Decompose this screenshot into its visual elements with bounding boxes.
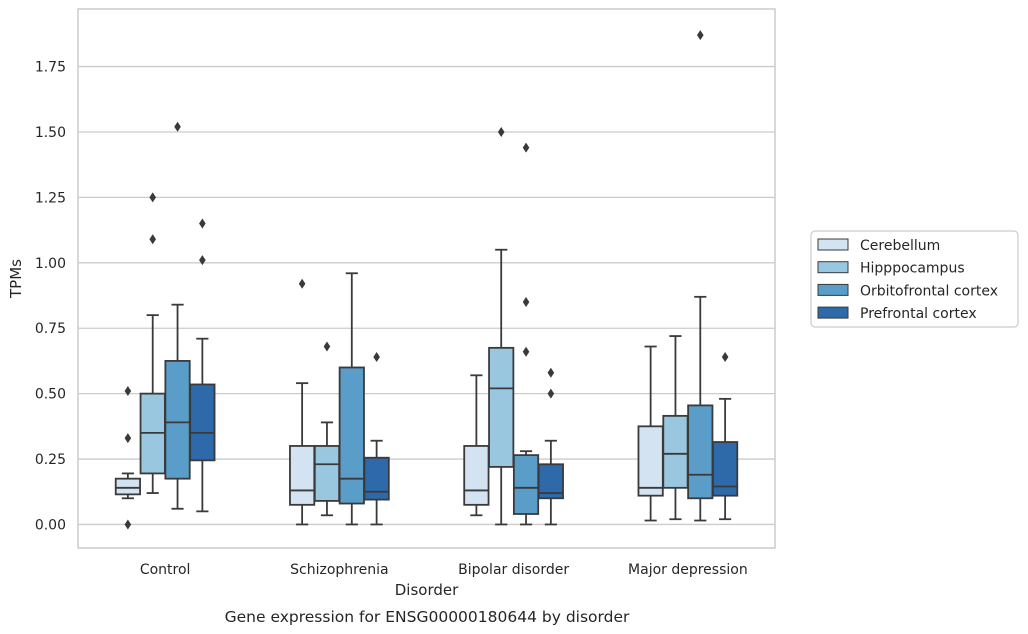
outlier-point: [522, 142, 530, 153]
box-0-2: [164, 121, 191, 510]
chart-caption: Gene expression for ENSG00000180644 by d…: [225, 608, 630, 626]
box-iqr: [363, 456, 390, 501]
legend-swatch: [817, 261, 849, 274]
box-iqr: [164, 360, 191, 480]
outlier-point: [721, 351, 729, 362]
y-tick-label: 1.50: [35, 125, 66, 141]
x-tick-label: Bipolar disorder: [458, 562, 569, 578]
outlier-point: [149, 192, 157, 203]
box-0-0: [114, 386, 141, 530]
box-iqr: [687, 404, 714, 500]
box-iqr: [637, 425, 664, 497]
x-tick-label: Major depression: [628, 562, 748, 578]
box-iqr: [463, 445, 490, 506]
outlier-point: [522, 346, 530, 357]
x-axis-label: Disorder: [395, 581, 459, 599]
legend-swatch: [817, 306, 849, 319]
legend-frame: [810, 230, 1019, 328]
box-3-1: [662, 335, 689, 521]
y-tick-label: 0.75: [35, 321, 66, 337]
outlier-point: [373, 351, 380, 362]
x-tick-label: Schizophrenia: [290, 562, 388, 578]
box-0-3: [189, 218, 216, 513]
legend-label: Prefrontal cortex: [860, 306, 977, 322]
box-3-3: [712, 351, 739, 521]
outlier-point: [124, 386, 132, 397]
outlier-point: [174, 121, 181, 132]
y-tick-label: 0.00: [35, 517, 66, 533]
box-iqr: [512, 454, 540, 515]
box-iqr: [712, 441, 739, 497]
outlier-point: [124, 433, 132, 444]
outlier-point: [298, 278, 306, 289]
box-1-1: [313, 341, 341, 517]
box-1-2: [338, 272, 365, 526]
legend-label: Hipppocampus: [860, 261, 965, 277]
legend-swatch: [817, 238, 849, 251]
box-2-2: [512, 142, 540, 526]
box-2-0: [463, 374, 490, 517]
box-iqr: [289, 445, 316, 506]
outlier-point: [199, 218, 206, 229]
box-1-3: [363, 351, 390, 526]
y-tick-label: 0.50: [35, 387, 66, 403]
box-3-2: [687, 30, 714, 522]
box-3-0: [637, 345, 664, 522]
outlier-point: [547, 388, 555, 399]
y-tick-labels: 0.00 0.25 0.50 0.75 1.00 1.25 1.50 1.75: [35, 60, 66, 534]
box-iqr: [189, 383, 216, 462]
outlier-point: [323, 341, 331, 352]
box-0-1: [139, 192, 166, 494]
box-iqr: [114, 477, 141, 496]
y-tick-label: 1.25: [35, 190, 66, 206]
y-axis-label: TPMs: [7, 259, 25, 299]
plot-frame: [77, 8, 776, 549]
box-iqr: [662, 414, 689, 489]
outlier-point: [199, 255, 206, 266]
x-tick-labels: Control Schizophrenia Bipolar disorder Majo…: [140, 562, 748, 578]
box-iqr: [313, 445, 341, 502]
box-2-1: [488, 126, 515, 526]
legend-label: Cerebellum: [860, 238, 940, 254]
outlier-point: [547, 367, 555, 378]
box-iqr: [488, 346, 515, 468]
legend-label: Orbitofrontal cortex: [860, 283, 998, 299]
y-tick-label: 0.25: [35, 452, 66, 468]
box-1-0: [289, 278, 316, 526]
outlier-point: [522, 297, 530, 308]
outlier-point: [497, 126, 505, 137]
box-2-3: [537, 367, 564, 526]
outlier-point: [124, 519, 132, 530]
legend: Cerebellum Hipppocampus Orbitofrontal cort…: [810, 230, 1019, 328]
outlier-point: [149, 234, 157, 245]
y-tick-label: 1.00: [35, 256, 66, 272]
y-tick-label: 1.75: [35, 60, 66, 76]
x-tick-label: Control: [140, 562, 191, 578]
legend-swatch: [817, 283, 849, 296]
boxes: [114, 30, 739, 530]
outlier-point: [696, 30, 704, 41]
box-iqr: [338, 366, 365, 505]
